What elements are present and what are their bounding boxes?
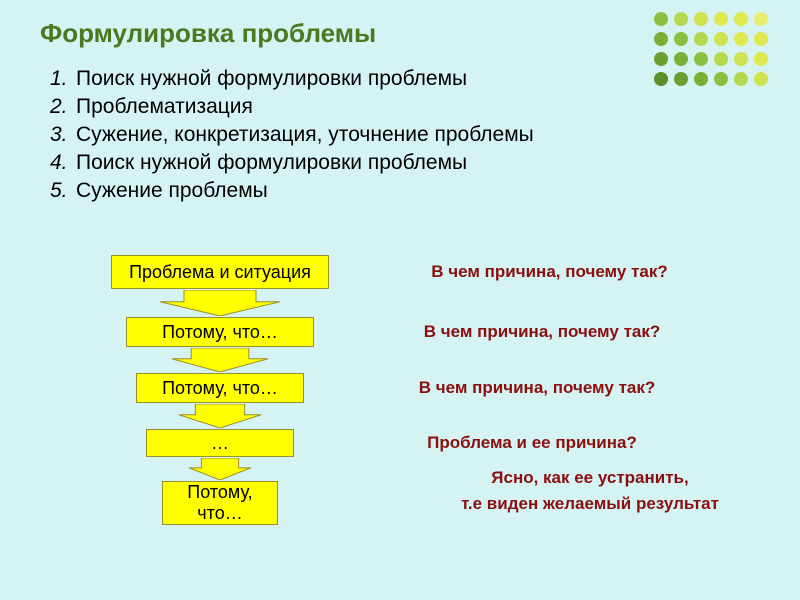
dot xyxy=(694,52,708,66)
dot xyxy=(714,72,728,86)
flow-node: Потому, что… xyxy=(126,317,314,347)
dot xyxy=(694,32,708,46)
flow-row: Потому, что…В чем причина, почему так? xyxy=(0,317,770,347)
flow-node: Потому, что… xyxy=(136,373,304,403)
numbered-list: 1.Поиск нужной формулировки проблемы2.Пр… xyxy=(40,67,760,203)
dot xyxy=(694,12,708,26)
dot xyxy=(734,72,748,86)
list-item: 5.Сужение проблемы xyxy=(50,179,760,203)
dot xyxy=(734,52,748,66)
flow-arrow xyxy=(172,348,268,372)
list-item-number: 3. xyxy=(50,123,76,147)
flowchart: Ясно, как ее устранить,т.е виден желаемы… xyxy=(0,255,800,600)
flow-row: Потому, что…В чем причина, почему так? xyxy=(0,373,770,403)
flow-question-label: В чем причина, почему так? xyxy=(314,322,770,342)
dot xyxy=(694,72,708,86)
list-item-number: 4. xyxy=(50,151,76,175)
flow-arrow xyxy=(189,458,251,480)
flow-node: Потому, что… xyxy=(162,481,278,525)
page-title: Формулировка проблемы xyxy=(40,18,760,49)
dot xyxy=(734,12,748,26)
dot xyxy=(754,52,768,66)
flow-row: Проблема и ситуацияВ чем причина, почему… xyxy=(0,255,770,289)
list-item-text: Сужение, конкретизация, уточнение пробле… xyxy=(76,123,534,147)
dot xyxy=(654,12,668,26)
list-item-text: Поиск нужной формулировки проблемы xyxy=(76,151,467,175)
flow-question-label: Проблема и ее причина? xyxy=(294,433,770,453)
list-item-number: 5. xyxy=(50,179,76,203)
dot xyxy=(674,52,688,66)
dot xyxy=(754,72,768,86)
slide: Формулировка проблемы 1.Поиск нужной фор… xyxy=(0,0,800,600)
list-item-number: 1. xyxy=(50,67,76,91)
list-item-text: Сужение проблемы xyxy=(76,179,268,203)
dot xyxy=(654,52,668,66)
list-item: 4.Поиск нужной формулировки проблемы xyxy=(50,151,760,175)
dot xyxy=(714,52,728,66)
flow-row: …Проблема и ее причина? xyxy=(0,429,770,457)
flow-arrow xyxy=(160,290,280,316)
list-item-text: Проблематизация xyxy=(76,95,253,119)
flow-arrow xyxy=(179,404,261,428)
dot xyxy=(674,32,688,46)
flow-node: Проблема и ситуация xyxy=(111,255,329,289)
flow-row: Потому, что… xyxy=(0,481,770,525)
dot xyxy=(654,72,668,86)
dot xyxy=(654,32,668,46)
dot xyxy=(714,12,728,26)
flow-question-label: В чем причина, почему так? xyxy=(329,262,770,282)
dot xyxy=(674,12,688,26)
dot xyxy=(754,32,768,46)
dot xyxy=(734,32,748,46)
list-item: 3.Сужение, конкретизация, уточнение проб… xyxy=(50,123,760,147)
flow-question-label: В чем причина, почему так? xyxy=(304,378,770,398)
list-item-text: Поиск нужной формулировки проблемы xyxy=(76,67,467,91)
list-item-number: 2. xyxy=(50,95,76,119)
decorative-dots xyxy=(654,12,772,90)
list-item: 2.Проблематизация xyxy=(50,95,760,119)
dot xyxy=(714,32,728,46)
dot xyxy=(754,12,768,26)
flow-node: … xyxy=(146,429,294,457)
dot xyxy=(674,72,688,86)
